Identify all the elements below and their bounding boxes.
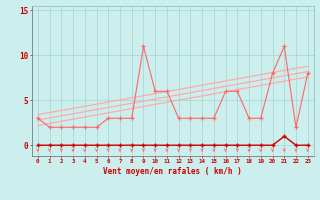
X-axis label: Vent moyen/en rafales ( km/h ): Vent moyen/en rafales ( km/h ) — [103, 167, 242, 176]
